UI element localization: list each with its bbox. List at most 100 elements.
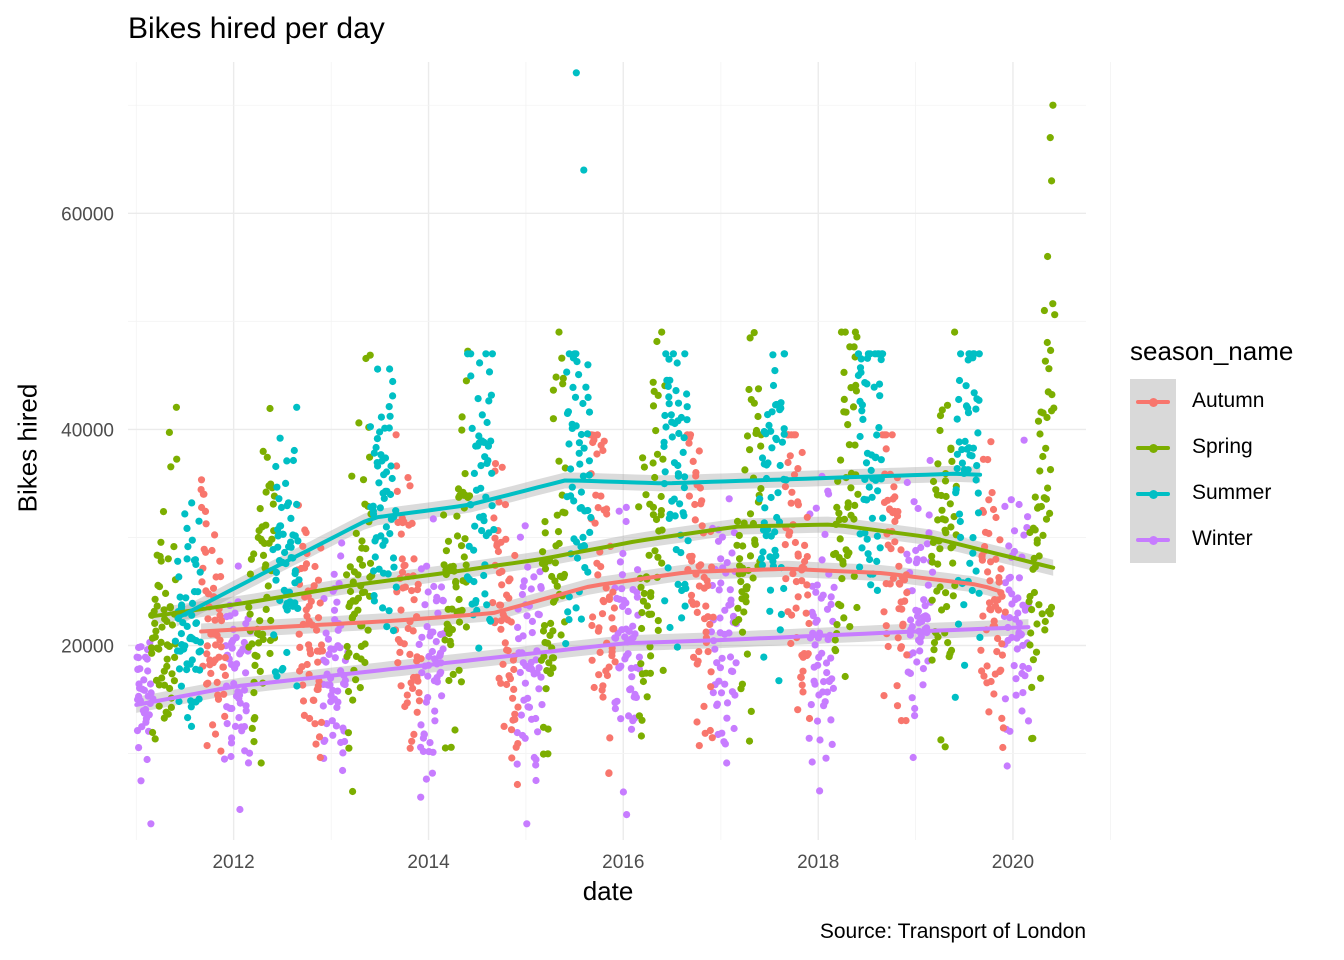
data-point-winter — [228, 644, 236, 652]
data-point-autumn — [995, 574, 1003, 582]
y-tick-label: 20000 — [61, 637, 114, 658]
data-point-summer — [474, 395, 482, 403]
data-point-summer — [767, 427, 775, 435]
data-point-winter — [713, 659, 721, 667]
smooth-line-spring — [150, 522, 1056, 619]
data-point-summer — [863, 380, 871, 388]
data-point-autumn — [698, 522, 706, 530]
data-point-summer — [564, 408, 573, 416]
data-point-spring — [166, 684, 174, 693]
data-point-autumn — [692, 469, 700, 477]
data-point-autumn — [506, 675, 514, 683]
data-point-summer — [178, 603, 186, 611]
data-point-summer — [389, 377, 397, 386]
data-point-winter — [334, 687, 342, 695]
data-point-autumn — [314, 614, 323, 622]
data-point-winter — [423, 623, 431, 631]
data-point-autumn — [599, 682, 607, 690]
data-point-spring — [256, 667, 264, 676]
data-point-autumn — [303, 660, 311, 669]
smooth-line-autumn — [199, 566, 1003, 634]
data-point-winter — [827, 716, 835, 724]
data-point-summer — [954, 620, 963, 628]
data-point-spring — [155, 583, 164, 591]
data-point-summer — [584, 393, 592, 401]
data-point-autumn — [406, 650, 414, 659]
legend-label: Autumn — [1192, 389, 1265, 412]
data-point-summer — [474, 442, 482, 450]
data-point-spring — [171, 653, 179, 662]
data-point-autumn — [221, 671, 229, 680]
data-point-winter — [332, 722, 340, 730]
data-point-autumn — [219, 663, 227, 671]
data-point-spring — [930, 646, 938, 654]
data-point-autumn — [998, 714, 1006, 723]
data-point-summer — [385, 607, 393, 615]
data-point-summer — [291, 599, 299, 607]
data-point-summer — [756, 495, 764, 503]
data-point-spring — [738, 680, 747, 688]
data-point-spring — [263, 453, 271, 461]
data-point-summer — [370, 597, 378, 605]
data-point-summer — [859, 415, 867, 423]
data-point-autumn — [787, 499, 795, 507]
data-point-spring — [640, 463, 649, 471]
data-point-winter — [433, 593, 441, 602]
data-point-spring — [658, 526, 666, 534]
data-point-summer — [670, 495, 678, 503]
data-point-summer — [676, 500, 684, 508]
data-point-summer — [879, 514, 887, 522]
data-point-winter — [923, 613, 931, 621]
data-point-winter — [439, 597, 447, 605]
data-point-spring — [1044, 484, 1052, 492]
data-point-spring — [928, 596, 936, 604]
data-point-autumn — [314, 658, 322, 666]
data-point-spring — [356, 555, 364, 563]
data-point-winter — [914, 504, 922, 513]
data-point-winter — [625, 627, 633, 636]
data-point-spring — [1038, 610, 1046, 618]
data-point-winter — [333, 598, 341, 606]
data-point-winter — [513, 760, 521, 768]
data-point-winter — [711, 645, 719, 653]
data-point-summer — [962, 382, 970, 390]
data-point-spring — [738, 628, 747, 636]
data-point-winter — [1024, 664, 1033, 673]
data-point-spring — [844, 421, 852, 429]
data-point-summer — [389, 392, 397, 400]
data-point-spring — [259, 635, 267, 644]
data-point-spring — [346, 587, 355, 596]
data-point-spring — [943, 603, 951, 611]
data-point-autumn — [608, 614, 616, 622]
data-point-autumn — [893, 682, 901, 690]
data-point-winter — [329, 731, 337, 739]
data-point-spring — [1047, 603, 1056, 612]
data-point-summer — [473, 606, 481, 615]
data-point-spring — [547, 619, 555, 628]
data-point-winter — [223, 720, 231, 728]
data-point-spring — [1037, 502, 1045, 511]
data-point-autumn — [794, 465, 802, 473]
data-point-winter — [725, 495, 733, 503]
data-point-summer — [858, 401, 867, 409]
data-point-spring — [453, 532, 462, 540]
data-point-summer — [681, 580, 689, 589]
data-point-summer — [289, 456, 297, 465]
data-point-summer — [580, 444, 588, 452]
data-point-spring — [735, 616, 743, 624]
data-point-summer — [369, 507, 377, 515]
data-point-winter — [233, 660, 241, 668]
data-point-autumn — [785, 531, 793, 539]
data-point-spring — [266, 649, 274, 658]
data-point-spring — [458, 413, 466, 421]
data-point-spring — [746, 446, 754, 454]
data-point-winter — [919, 556, 928, 564]
data-point-summer — [488, 469, 496, 477]
data-point-spring — [549, 664, 557, 672]
data-point-winter — [136, 665, 144, 673]
data-point-summer — [585, 471, 593, 479]
data-point-winter — [1020, 531, 1028, 539]
data-point-winter — [242, 702, 250, 710]
data-point-summer — [680, 434, 688, 442]
data-point-autumn — [882, 445, 890, 453]
